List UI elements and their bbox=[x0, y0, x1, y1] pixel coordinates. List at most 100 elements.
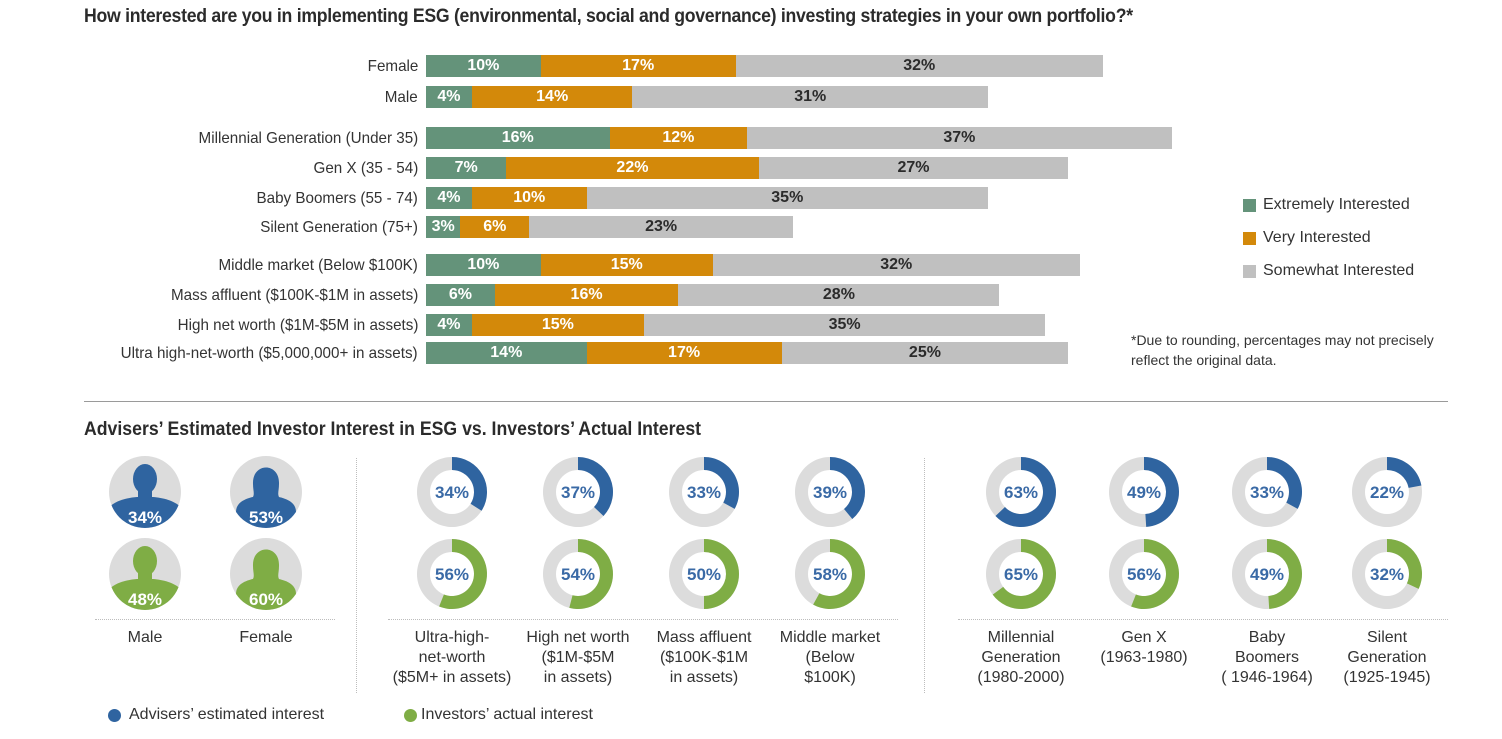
legend-item-investors: Investors’ actual interest bbox=[404, 706, 593, 724]
bar-value-label: 6% bbox=[448, 286, 472, 303]
category-label: Millennial Generation (1980-2000) bbox=[951, 628, 1091, 688]
donut-arc bbox=[704, 539, 739, 609]
category-label: High net worth ($1M-$5M in assets) bbox=[508, 628, 648, 688]
donut-value-label: 49% bbox=[1250, 565, 1284, 584]
legend-item-very: Very Interested bbox=[1243, 229, 1371, 247]
donut-arc bbox=[1144, 457, 1179, 527]
bar-value-label: 14% bbox=[536, 88, 569, 105]
donut-value-label: 56% bbox=[435, 565, 469, 584]
bar-segment-very-interested: 17% bbox=[540, 55, 736, 77]
bar-category-label: Mass affluent ($100K-$1M in assets) bbox=[170, 287, 418, 304]
bar-segment-extremely-interested: 4% bbox=[426, 86, 472, 108]
bar-segment-very-interested: 10% bbox=[471, 187, 587, 209]
footnote: *Due to rounding, percentages may not pr… bbox=[1131, 332, 1434, 368]
bar-segment-very-interested: 14% bbox=[471, 86, 633, 108]
bar-value-label: 17% bbox=[622, 57, 655, 74]
donut-value-label: 54% bbox=[561, 565, 595, 584]
bar-value-label: 3% bbox=[431, 218, 455, 235]
donut-generation-advisers: 33% bbox=[1231, 457, 1302, 527]
category-label-line: Baby bbox=[1248, 629, 1286, 646]
donut-value-label: 50% bbox=[687, 565, 721, 584]
donut-value-label: 56% bbox=[1127, 565, 1161, 584]
bar-value-label: 7% bbox=[454, 159, 478, 176]
donut-generation-investors: 56% bbox=[1108, 539, 1179, 609]
bar-value-label: 25% bbox=[908, 344, 941, 361]
legend-item-somewhat: Somewhat Interested bbox=[1243, 262, 1414, 280]
donut-value-label: 32% bbox=[1370, 565, 1404, 584]
legend-swatch-somewhat bbox=[1243, 264, 1256, 278]
donut-value-label: 65% bbox=[1004, 565, 1038, 584]
bar-segment-somewhat-interested: 32% bbox=[712, 254, 1080, 276]
bar-segment-extremely-interested: 14% bbox=[426, 342, 587, 364]
bar-value-label: 10% bbox=[467, 57, 500, 74]
bar-value-label: 22% bbox=[616, 159, 649, 176]
category-label-line: Mass affluent bbox=[656, 629, 752, 646]
donut-value-label: 49% bbox=[1127, 483, 1161, 502]
donut-wealth-investors: 56% bbox=[416, 539, 487, 609]
donut-value-label: 63% bbox=[1004, 483, 1038, 502]
category-label-line: Middle market bbox=[779, 629, 881, 646]
bar-value-label: 10% bbox=[467, 256, 500, 273]
bar-value-label: 16% bbox=[501, 129, 534, 146]
donut-wealth-investors: 54% bbox=[542, 539, 614, 609]
category-label-line: ($100K-$1M bbox=[659, 649, 749, 666]
bar-value-label: 32% bbox=[903, 57, 936, 74]
donut-arc bbox=[452, 457, 487, 511]
person-value-label: 60% bbox=[249, 590, 283, 609]
category-label-line: ( 1946-1964) bbox=[1221, 669, 1313, 686]
bar-value-label: 32% bbox=[880, 256, 913, 273]
category-label: Male bbox=[75, 628, 215, 648]
legend-item-advisers: Advisers’ estimated interest bbox=[108, 706, 324, 724]
category-label-line: Female bbox=[239, 629, 293, 646]
bar-segment-very-interested: 17% bbox=[586, 342, 782, 364]
legend-item-extremely: Extremely Interested bbox=[1243, 196, 1410, 214]
donut-value-label: 33% bbox=[687, 483, 721, 502]
donut-arc bbox=[1131, 539, 1179, 609]
donut-value-label: 22% bbox=[1370, 483, 1404, 502]
category-label-line: (1980-2000) bbox=[977, 669, 1065, 686]
category-label-line: Generation bbox=[981, 649, 1061, 666]
bar-value-label: 14% bbox=[490, 344, 523, 361]
group-baseline bbox=[95, 619, 335, 620]
bar-value-label: 6% bbox=[483, 218, 507, 235]
bar-segment-somewhat-interested: 25% bbox=[781, 342, 1069, 364]
category-label: Mass affluent ($100K-$1M in assets) bbox=[634, 628, 774, 688]
donut-arc bbox=[1387, 457, 1422, 488]
bar-category-label: High net worth ($1M-$5M in assets) bbox=[177, 317, 418, 334]
bar-category-label: Male bbox=[385, 89, 418, 106]
category-label: Middle market (Below $100K) bbox=[760, 628, 900, 688]
section-divider bbox=[84, 401, 1448, 402]
bar-segment-very-interested: 12% bbox=[609, 127, 748, 149]
donut-arc bbox=[704, 457, 739, 509]
legend-label: Very Interested bbox=[1263, 229, 1371, 246]
bar-segment-somewhat-interested: 37% bbox=[747, 127, 1172, 149]
category-label-line: in assets) bbox=[669, 669, 739, 686]
legend-label: Advisers’ estimated interest bbox=[129, 706, 325, 723]
chart-title: How interested are you in implementing E… bbox=[84, 6, 1133, 27]
category-label: Silent Generation (1925-1945) bbox=[1317, 628, 1457, 688]
bar-value-label: 17% bbox=[668, 344, 701, 361]
bar-segment-extremely-interested: 3% bbox=[426, 216, 461, 238]
donut-generation-advisers: 63% bbox=[985, 457, 1056, 527]
bar-segment-somewhat-interested: 28% bbox=[678, 284, 1000, 306]
donut-generation-advisers: 49% bbox=[1108, 457, 1179, 527]
donut-value-label: 39% bbox=[813, 483, 847, 502]
legend-dot-investors bbox=[404, 708, 417, 722]
category-label: Baby Boomers ( 1946-1964) bbox=[1197, 628, 1337, 688]
bar-segment-somewhat-interested: 23% bbox=[529, 216, 794, 238]
bar-value-label: 12% bbox=[662, 129, 695, 146]
category-label-line: Gen X bbox=[1121, 629, 1167, 646]
section-title: Advisers’ Estimated Investor Interest in… bbox=[84, 419, 702, 440]
donut-arc bbox=[1267, 539, 1302, 609]
donut-value-label: 37% bbox=[561, 483, 595, 502]
bar-segment-very-interested: 15% bbox=[540, 254, 713, 276]
bar-value-label: 35% bbox=[828, 316, 861, 333]
bar-category-label: Silent Generation (75+) bbox=[260, 219, 418, 236]
legend-swatch-extremely bbox=[1243, 198, 1256, 212]
category-label: Gen X (1963-1980) bbox=[1074, 628, 1214, 668]
bar-segment-somewhat-interested: 35% bbox=[586, 187, 989, 209]
person-icon-female-advisers: 53% bbox=[230, 456, 302, 528]
bar-value-label: 4% bbox=[437, 189, 461, 206]
bar-segment-somewhat-interested: 31% bbox=[632, 86, 989, 108]
bar-segment-extremely-interested: 4% bbox=[426, 314, 472, 336]
